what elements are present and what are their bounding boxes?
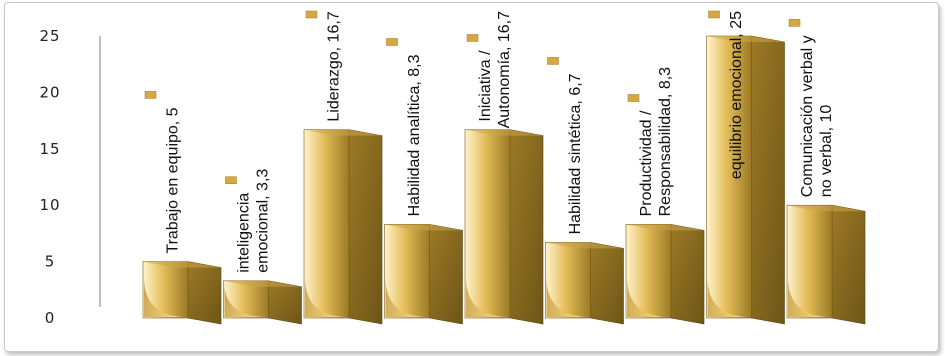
bar-top-face	[223, 280, 302, 287]
bar-top-face	[304, 129, 382, 136]
bar-chart: 0 5 10 15 20 25 Trabajo en equipo, 5 inteligen…	[39, 10, 866, 327]
bar	[384, 224, 463, 325]
bar-side-face	[670, 224, 705, 325]
bar-highlight	[305, 130, 348, 317]
bar-highlight	[627, 225, 670, 317]
bar	[223, 280, 302, 325]
data-label-line: Habilidad sintética, 6,7	[567, 73, 584, 234]
bar-side-face	[751, 35, 785, 325]
y-tick-label: 10	[39, 196, 60, 214]
data-labels-group: Trabajo en equipo, 5 inteligencia emociona…	[144, 10, 835, 273]
data-label: Iniciativa / Autonomía, 16,7	[466, 11, 513, 129]
bar-side-face	[187, 261, 222, 325]
data-label: inteligencia emocional, 3,3	[225, 169, 272, 273]
bar-side-face	[509, 129, 544, 325]
data-label: Habilidad sintética, 6,7	[547, 57, 584, 234]
bar-highlight	[385, 225, 429, 317]
chart-frame: 0 5 10 15 20 25 Trabajo en equipo, 5 inteligen…	[4, 2, 939, 352]
bar-top-face	[143, 261, 221, 268]
bar-front-face	[706, 35, 752, 319]
bar-highlight	[144, 262, 187, 317]
label-marker	[144, 91, 157, 99]
data-label-line: Responsabilidad, 8,3	[657, 67, 674, 217]
data-label: Liderazgo, 16,7	[305, 10, 343, 122]
y-tick-label: 5	[45, 253, 56, 271]
data-label: Comunicación verbal y no verbal, 10	[788, 19, 835, 198]
data-label: Habilidad analítica, 8,3	[386, 38, 423, 216]
data-label-line: Trabajo en equipo, 5	[165, 107, 182, 253]
bar	[303, 129, 383, 325]
bar	[706, 35, 785, 325]
label-marker	[627, 94, 640, 102]
label-marker	[305, 10, 318, 19]
bar-highlight	[788, 206, 831, 317]
data-label-line: no verbal, 10	[818, 105, 835, 198]
bar-highlight	[466, 130, 509, 317]
data-label-line: Iniciativa /	[477, 50, 494, 122]
label-marker	[466, 34, 479, 42]
bars-group	[142, 35, 866, 325]
bar-highlight	[546, 243, 590, 317]
bar-top-face	[787, 205, 865, 212]
bar-front-face	[303, 129, 350, 319]
y-tick-label: 15	[39, 140, 60, 158]
bar-side-face	[831, 204, 866, 325]
y-tick-label: 25	[39, 27, 60, 45]
bar-front-face	[464, 129, 511, 319]
y-tick-label: 20	[39, 83, 60, 101]
bar-side-face	[590, 242, 624, 325]
bar-front-face	[786, 204, 833, 319]
bar-side-face	[429, 224, 463, 325]
bar	[464, 129, 544, 325]
y-tick-label: 0	[45, 309, 56, 327]
data-label-line: Autonomía, 16,7	[496, 11, 513, 129]
bar-side-face	[348, 129, 383, 325]
data-label-line: Productividad /	[638, 110, 655, 216]
data-label-line: inteligencia	[236, 193, 253, 273]
bar	[786, 204, 866, 325]
bar-top-face	[706, 36, 785, 42]
label-marker	[708, 10, 720, 19]
label-marker	[225, 176, 237, 184]
data-label-line: emocional, 3,3	[255, 169, 272, 273]
bar-side-face	[268, 280, 302, 325]
data-label-line: Liderazgo, 16,7	[326, 11, 343, 121]
bar-top-face	[384, 224, 463, 231]
bar-top-face	[545, 242, 624, 249]
data-label-line: Comunicación verbal y	[799, 35, 816, 197]
label-marker	[386, 38, 398, 46]
data-label-line: Habilidad analítica, 8,3	[406, 54, 423, 216]
y-axis-ticks: 0 5 10 15 20 25	[39, 27, 60, 327]
bar	[545, 242, 624, 325]
bar	[142, 261, 222, 325]
bar-highlight	[224, 281, 268, 317]
bar-top-face	[465, 129, 543, 136]
data-label: Trabajo en equipo, 5	[144, 91, 182, 254]
data-label: equilibrio emocional, 25	[708, 10, 745, 179]
bar-top-face	[626, 224, 704, 231]
data-label-line: equilibrio emocional, 25	[728, 11, 745, 179]
data-label: Productividad / Responsabilidad, 8,3	[627, 67, 674, 217]
label-marker	[788, 19, 801, 27]
bar	[625, 224, 705, 325]
label-marker	[547, 57, 559, 65]
